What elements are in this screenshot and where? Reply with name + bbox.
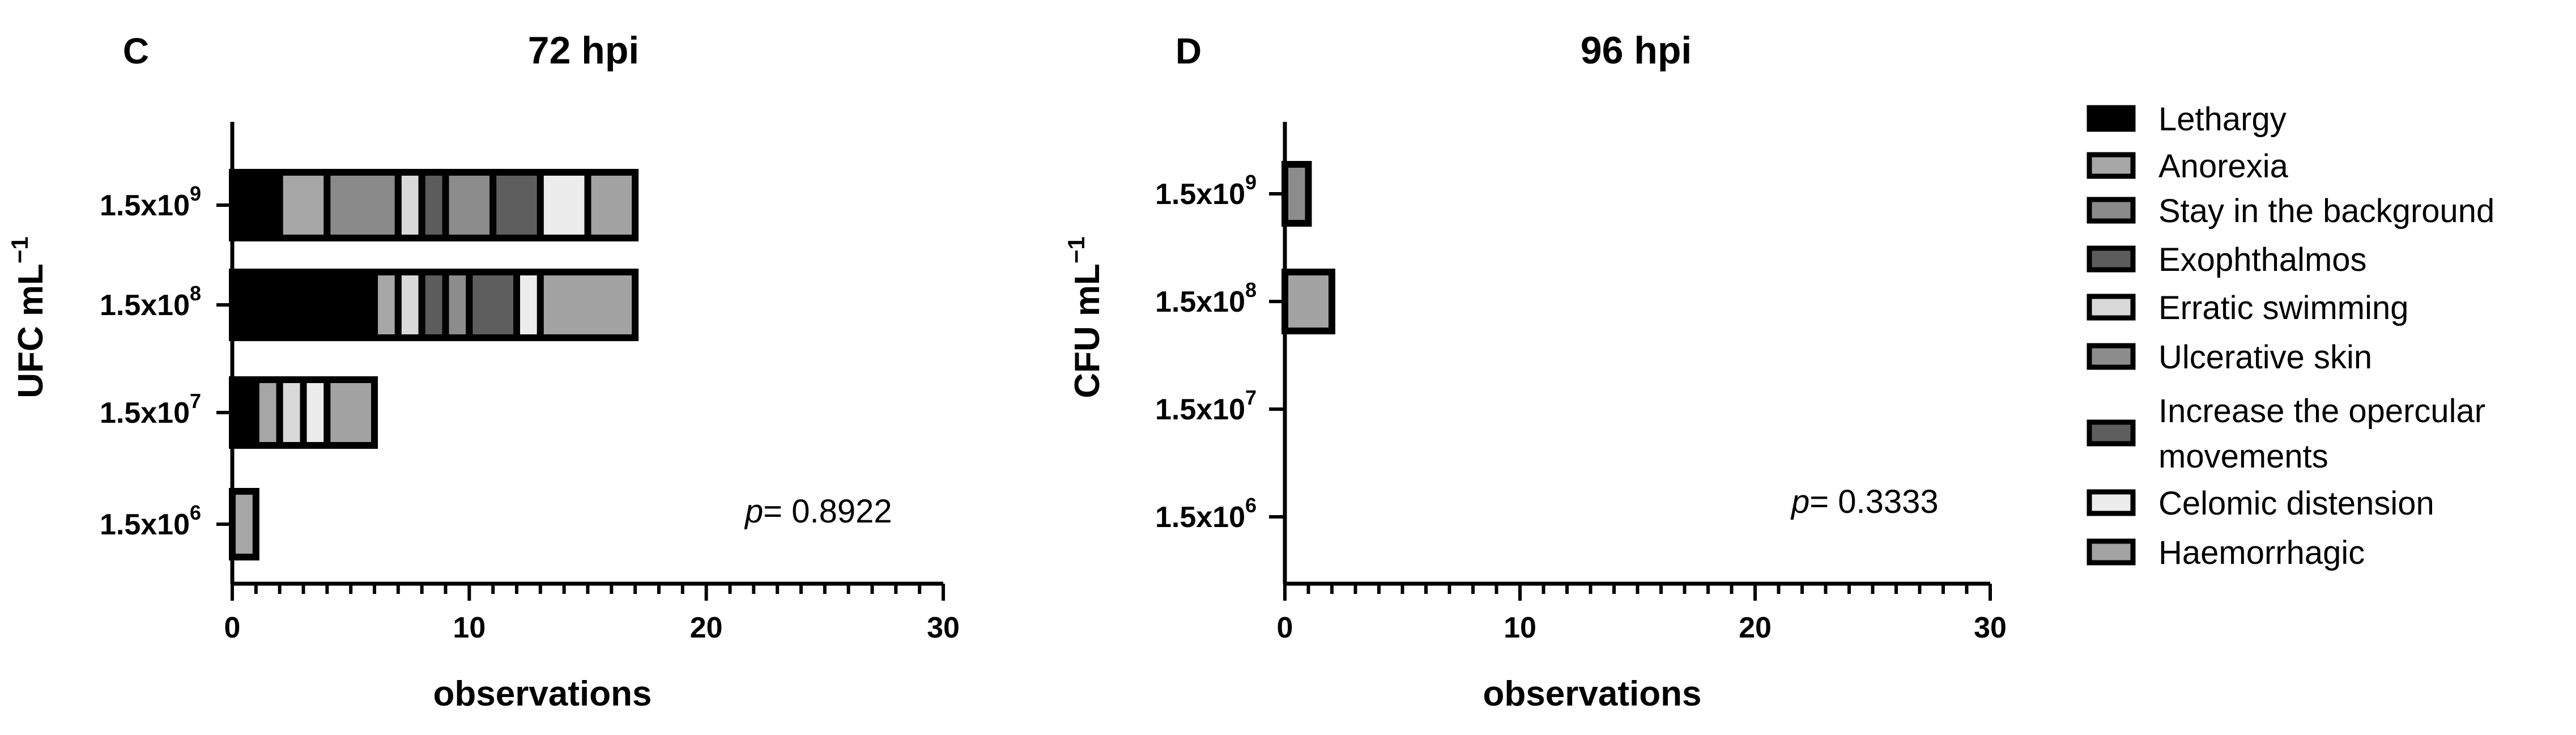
bar-segment — [252, 376, 283, 449]
bar-segment — [323, 169, 402, 241]
legend-label: Stay in the background — [2158, 193, 2494, 230]
legend-item: Ulcerative skin — [2087, 339, 2372, 376]
legend-swatch — [2087, 245, 2136, 273]
legend-label: Lethargy — [2158, 101, 2287, 138]
y-tick-label: 1.5x10 — [1155, 286, 1245, 318]
legend-swatch — [2087, 419, 2136, 447]
bar-segment — [466, 269, 520, 341]
bar-segment — [229, 488, 259, 560]
x-axis-title: observations — [433, 674, 652, 713]
y-tick-label: 1.5x10 — [1155, 178, 1245, 211]
bar-segment — [537, 169, 591, 241]
y-tick-label-exponent: 9 — [190, 182, 201, 205]
legend-swatch — [2087, 343, 2136, 370]
legend-label: Exophthalmos — [2158, 241, 2367, 278]
y-tick-label: 1.5x10 — [100, 189, 190, 222]
x-tick-label: 10 — [453, 611, 486, 644]
bar-segment — [229, 376, 259, 449]
legend-item: Lethargy — [2087, 101, 2287, 138]
chart-title: 96 hpi — [1581, 29, 1692, 72]
x-tick-label: 0 — [224, 611, 241, 644]
y-tick-label: 1.5x10 — [100, 289, 190, 322]
bar-segment — [489, 169, 544, 241]
bar-segment — [276, 376, 307, 449]
legend-swatch — [2087, 294, 2136, 321]
y-axis-title: UFC mL−1 — [6, 236, 50, 398]
y-axis-title: CFU mL−1 — [1063, 236, 1107, 398]
bar-segment — [584, 169, 639, 241]
x-tick-label: 10 — [1504, 611, 1536, 644]
legend-label: Erratic swimming — [2158, 290, 2409, 326]
legend-swatch — [2087, 105, 2136, 132]
bar-segment — [418, 169, 449, 241]
bar-segment — [229, 269, 378, 341]
x-tick-label: 30 — [927, 611, 960, 644]
bar-segment — [300, 376, 331, 449]
y-tick-label: 1.5x10 — [100, 397, 190, 430]
legend-label: Ulcerative skin — [2158, 339, 2372, 376]
y-tick-label: 1.5x10 — [1155, 501, 1245, 534]
legend-label: Celomic distension — [2158, 485, 2434, 522]
x-axis-title: observations — [1483, 674, 1702, 713]
legend-swatch — [2087, 489, 2136, 516]
legend-item: Anorexia — [2087, 148, 2289, 185]
panel-label: D — [1176, 31, 1202, 71]
y-tick-label-exponent: 8 — [1245, 278, 1257, 301]
bar-segment — [371, 269, 402, 341]
bar-segment — [442, 269, 473, 341]
bar-segment — [394, 169, 425, 241]
y-tick-label-exponent: 9 — [1245, 171, 1257, 194]
legend-item: Celomic distension — [2087, 485, 2434, 522]
bar-segment — [394, 269, 425, 341]
y-tick-label-exponent: 6 — [1245, 494, 1257, 517]
bar-segment — [442, 169, 497, 241]
x-tick-label: 30 — [1974, 611, 2007, 644]
x-tick-label: 20 — [1739, 611, 1772, 644]
y-tick-label-exponent: 7 — [1245, 386, 1257, 409]
legend-item: Stay in the background — [2087, 193, 2494, 230]
legend: Lethargy Anorexia Stay in the background Ex… — [2087, 101, 2494, 571]
x-tick-label: 0 — [1277, 611, 1293, 644]
legend-label: Anorexia — [2158, 148, 2289, 185]
legend-swatch — [2087, 197, 2136, 224]
panel-label: C — [123, 31, 149, 71]
legend-swatch — [2087, 152, 2136, 179]
legend-label: Increase the opercular movements — [2158, 393, 2485, 475]
bar-segment — [418, 269, 449, 341]
p-value-annotation: p= 0.3333 — [1790, 483, 1939, 520]
bar-segment — [513, 269, 544, 341]
legend-swatch — [2087, 538, 2136, 566]
legend-item: Haemorrhagic — [2087, 534, 2365, 571]
bar-segment — [276, 169, 331, 241]
y-tick-label-exponent: 8 — [190, 282, 201, 305]
bar-segment — [1281, 269, 1335, 334]
legend-item: Increase the opercular movements — [2087, 393, 2485, 475]
legend-label: Haemorrhagic — [2158, 534, 2365, 571]
y-tick-label: 1.5x10 — [100, 508, 190, 541]
bar-segment — [537, 269, 639, 341]
y-tick-label-exponent: 7 — [190, 389, 201, 413]
y-tick-label-exponent: 6 — [190, 501, 201, 524]
legend-item: Exophthalmos — [2087, 241, 2367, 278]
bar-segment — [323, 376, 378, 449]
bar-segment — [1281, 161, 1312, 227]
chart-title: 72 hpi — [528, 29, 640, 72]
legend-item: Erratic swimming — [2087, 290, 2409, 326]
p-value-annotation: p= 0.8922 — [744, 493, 892, 530]
x-tick-label: 20 — [690, 611, 723, 644]
y-tick-label: 1.5x10 — [1155, 393, 1245, 426]
bar-segment — [229, 169, 283, 241]
